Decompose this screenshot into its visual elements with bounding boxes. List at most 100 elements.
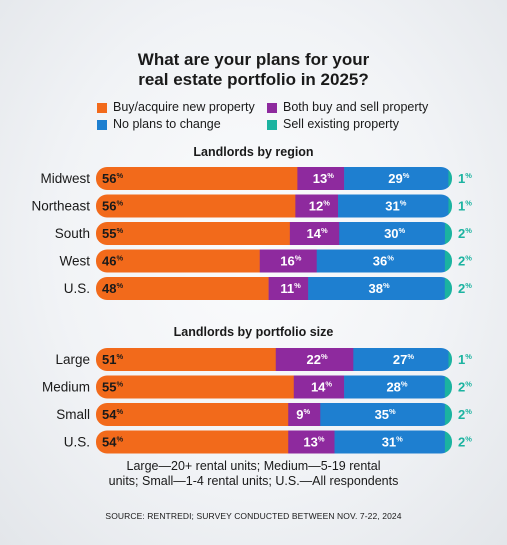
value-label-buy-south: 55% bbox=[102, 226, 123, 241]
category-label-midwest: Midwest bbox=[40, 171, 90, 186]
category-label-small: Small bbox=[56, 407, 90, 422]
value-label-no-change-large: 27% bbox=[393, 352, 414, 367]
section-title-portfolio: Landlords by portfolio size bbox=[173, 325, 334, 339]
footnote-line-2: units; Small—1-4 rental units; U.S.—All … bbox=[108, 474, 399, 488]
category-label-west: West bbox=[59, 254, 90, 269]
legend-swatch-no-change bbox=[97, 119, 107, 130]
legend-swatch-sell bbox=[267, 119, 277, 130]
value-label-buy-northeast: 56% bbox=[102, 199, 123, 214]
bar-buy-small bbox=[96, 403, 289, 426]
legend-item-both: Both buy and sell property bbox=[267, 100, 437, 115]
value-label-buy-small: 54% bbox=[102, 407, 123, 422]
bar-no-change-northeast bbox=[338, 194, 449, 218]
bar-both-south bbox=[289, 222, 340, 245]
bar-both-midwest bbox=[297, 167, 345, 190]
value-label-both-large: 22% bbox=[307, 352, 328, 367]
bar-buy-large bbox=[96, 348, 277, 371]
bar-no-change-us bbox=[308, 277, 446, 300]
legend-swatch-both bbox=[267, 102, 277, 113]
value-label-buy-us: 54% bbox=[102, 435, 123, 450]
value-label-no-change-midwest: 29% bbox=[388, 171, 409, 186]
bar-no-change-south bbox=[339, 222, 446, 245]
bar-no-change-midwest bbox=[344, 167, 449, 190]
bar-sell-medium bbox=[444, 375, 452, 399]
bar-buy-midwest bbox=[96, 167, 298, 190]
category-label-northeast: Northeast bbox=[31, 199, 90, 214]
chart-title-line-2: real estate portfolio in 2025? bbox=[138, 70, 369, 89]
chart-title-line-1: What are your plans for your bbox=[137, 50, 370, 69]
value-label-sell-us: 2% bbox=[458, 281, 472, 296]
value-label-both-midwest: 13% bbox=[313, 171, 334, 186]
value-label-both-us: 11% bbox=[280, 281, 301, 296]
category-label-us: U.S. bbox=[64, 435, 90, 450]
bar-no-change-medium bbox=[344, 375, 446, 399]
value-label-both-south: 14% bbox=[307, 226, 328, 241]
section-title-region: Landlords by region bbox=[193, 145, 314, 159]
bar-sell-large bbox=[448, 348, 452, 371]
value-label-both-west: 16% bbox=[280, 254, 301, 269]
bar-no-change-small bbox=[320, 403, 446, 426]
value-label-no-change-us: 38% bbox=[368, 281, 389, 296]
value-label-no-change-south: 30% bbox=[384, 226, 405, 241]
value-label-no-change-medium: 28% bbox=[386, 380, 407, 395]
value-label-sell-small: 2% bbox=[458, 407, 472, 422]
value-label-buy-us: 48% bbox=[102, 281, 123, 296]
value-label-no-change-northeast: 31% bbox=[385, 199, 406, 214]
value-label-sell-us: 2% bbox=[458, 435, 472, 450]
bar-both-northeast bbox=[295, 194, 339, 218]
bar-both-small bbox=[288, 403, 321, 426]
chart-title: What are your plans for your real estate… bbox=[0, 50, 507, 90]
footnote-line-1: Large—20+ rental units; Medium—5-19 rent… bbox=[126, 459, 381, 473]
category-label-us: U.S. bbox=[64, 281, 90, 296]
bar-sell-south bbox=[444, 222, 452, 245]
legend-item-sell: Sell existing property bbox=[267, 117, 437, 132]
legend-label-sell: Sell existing property bbox=[283, 117, 400, 131]
value-label-both-small: 9% bbox=[296, 407, 310, 422]
value-label-sell-large: 1% bbox=[458, 352, 472, 367]
legend-label-buy: Buy/acquire new property bbox=[113, 100, 255, 114]
value-label-buy-west: 46% bbox=[102, 254, 123, 269]
legend: Buy/acquire new property Both buy and se… bbox=[97, 100, 437, 132]
value-label-buy-midwest: 56% bbox=[102, 171, 123, 186]
value-label-no-change-west: 36% bbox=[373, 254, 394, 269]
footnote: Large—20+ rental units; Medium—5-19 rent… bbox=[0, 459, 507, 489]
bar-sell-midwest bbox=[448, 167, 452, 190]
category-label-south: South bbox=[55, 226, 90, 241]
value-label-sell-south: 2% bbox=[458, 226, 472, 241]
bar-buy-south bbox=[96, 222, 291, 245]
category-label-large: Large bbox=[55, 352, 90, 367]
bar-no-change-us bbox=[334, 430, 446, 454]
value-label-sell-west: 2% bbox=[458, 254, 472, 269]
bar-buy-us bbox=[96, 277, 269, 300]
bar-sell-northeast bbox=[448, 194, 452, 218]
value-label-sell-northeast: 1% bbox=[458, 199, 472, 214]
bar-both-large bbox=[275, 348, 354, 371]
bar-sell-small bbox=[444, 403, 452, 426]
value-label-no-change-us: 31% bbox=[382, 435, 403, 450]
bar-buy-medium bbox=[96, 375, 295, 399]
legend-swatch-buy bbox=[97, 102, 107, 113]
bar-buy-west bbox=[96, 249, 261, 273]
value-label-both-northeast: 12% bbox=[309, 199, 330, 214]
value-label-no-change-small: 35% bbox=[375, 407, 396, 422]
legend-item-no-change: No plans to change bbox=[97, 117, 267, 132]
value-label-buy-medium: 55% bbox=[102, 380, 123, 395]
value-label-sell-midwest: 1% bbox=[458, 171, 472, 186]
legend-label-both: Both buy and sell property bbox=[283, 100, 429, 114]
value-label-buy-large: 51% bbox=[102, 352, 123, 367]
legend-item-buy: Buy/acquire new property bbox=[97, 100, 267, 115]
bar-buy-us bbox=[96, 430, 289, 454]
category-label-medium: Medium bbox=[42, 380, 90, 395]
bar-both-us bbox=[288, 430, 335, 454]
value-label-both-medium: 14% bbox=[311, 380, 332, 395]
bar-sell-us bbox=[444, 430, 452, 454]
bar-no-change-large bbox=[353, 348, 449, 371]
bar-sell-west bbox=[444, 249, 452, 273]
source-note: SOURCE: RENTREDI; SURVEY CONDUCTED BETWE… bbox=[105, 511, 402, 521]
value-label-sell-medium: 2% bbox=[458, 380, 472, 395]
bar-buy-northeast bbox=[96, 194, 296, 218]
bar-both-west bbox=[259, 249, 318, 273]
bar-no-change-west bbox=[316, 249, 446, 273]
bar-both-medium bbox=[293, 375, 345, 399]
